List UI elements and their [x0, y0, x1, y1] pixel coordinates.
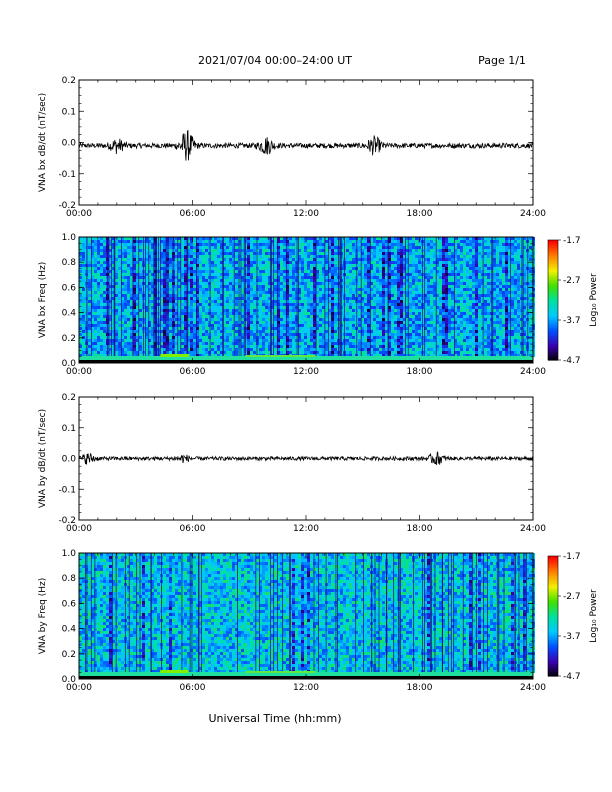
x-tick-label: 24:00 [520, 683, 546, 693]
x-tick-label: 12:00 [293, 683, 319, 693]
panel-3: 00:00 06:00 12:00 18:00 24:00 0.2 0.1 0.0 -0.1 -0… [38, 393, 546, 534]
x-tick-label: 00:00 [66, 524, 92, 534]
x-tick-label: 06:00 [180, 367, 206, 377]
x-axis-label: Universal Time (hh:mm) [209, 712, 342, 725]
plot-frame [78, 79, 534, 206]
y-tick-label: 0.2 [62, 334, 76, 344]
plot-area [79, 80, 533, 205]
y-axis-label: VNA bx Freq (Hz) [38, 262, 48, 338]
y-tick-label: 0.2 [62, 393, 76, 403]
x-tick-label: 12:00 [293, 524, 319, 534]
x-tick-label: 18:00 [407, 524, 433, 534]
y-tick-label: 0.4 [62, 309, 77, 319]
colorbar-tick-label: -1.7 [563, 236, 581, 246]
x-tick-label: 06:00 [180, 524, 206, 534]
page-number: Page 1/1 [478, 54, 526, 67]
y-tick-label: 0.1 [62, 107, 76, 117]
spectrogram-cells [79, 553, 535, 679]
colorbar: -1.7 -2.7 -3.7 -4.7 Log₁₀ Power [547, 552, 599, 682]
x-tick-label: 24:00 [520, 209, 546, 219]
x-tick-label: 24:00 [520, 367, 546, 377]
y-tick-label: -0.2 [58, 516, 76, 526]
x-tick-label: 24:00 [520, 524, 546, 534]
colorbar-tick-label: -4.7 [563, 356, 581, 366]
y-tick-label: 0.0 [62, 455, 77, 465]
y-tick-label: 0.0 [62, 675, 77, 685]
x-tick-label: 12:00 [293, 367, 319, 377]
colorbar-tick-label: -2.7 [563, 592, 581, 602]
time-series [78, 451, 534, 465]
y-tick-label: 0.6 [62, 599, 77, 609]
panel-2: -1.7 -2.7 -3.7 -4.7 Log₁₀ Power 00:00 06:00 12:… [38, 233, 599, 377]
colorbar: -1.7 -2.7 -3.7 -4.7 Log₁₀ Power [547, 236, 599, 366]
x-tick-label: 12:00 [293, 209, 319, 219]
y-tick-label: 0.8 [62, 258, 77, 268]
data-trace [78, 130, 534, 161]
y-tick-label: 0.6 [62, 283, 77, 293]
x-tick-label: 06:00 [180, 683, 206, 693]
y-tick-label: 0.1 [62, 424, 76, 434]
y-tick-label: -0.1 [58, 485, 76, 495]
y-tick-label: 1.0 [62, 549, 77, 559]
colorbar-tick-label: -3.7 [563, 316, 581, 326]
spectrogram-cells [79, 237, 535, 363]
time-series [78, 130, 534, 161]
x-tick-label: 00:00 [66, 683, 92, 693]
x-tick-label: 00:00 [66, 209, 92, 219]
y-tick-label: -0.2 [58, 201, 76, 211]
y-tick-label: 0.8 [62, 574, 77, 584]
x-tick-label: 18:00 [407, 367, 433, 377]
y-tick-label: 0.0 [62, 359, 77, 369]
y-axis-label: VNA by Freq (Hz) [38, 578, 48, 654]
colorbar-label: Log₁₀ Power [589, 273, 599, 327]
y-tick-label: 0.0 [62, 139, 77, 149]
y-tick-label: 0.4 [62, 625, 77, 635]
x-tick-label: 18:00 [407, 209, 433, 219]
x-tick-label: 00:00 [66, 367, 92, 377]
colorbar-label: Log₁₀ Power [589, 589, 599, 643]
colorbar-tick-label: -4.7 [563, 672, 581, 682]
figure-title: 2021/07/04 00:00–24:00 UT [198, 54, 352, 67]
y-tick-label: 0.2 [62, 76, 76, 86]
y-tick-label: -0.1 [58, 170, 76, 180]
y-axis-label: VNA by dB/dt (nT/sec) [38, 409, 48, 508]
data-trace [78, 451, 534, 465]
colorbar-tick-label: -2.7 [563, 276, 581, 286]
y-tick-label: 1.0 [62, 233, 77, 243]
colorbar-tick-label: -3.7 [563, 632, 581, 642]
y-axis-label: VNA bx dB/dt (nT/sec) [38, 93, 48, 192]
colorbar-tick-label: -1.7 [563, 552, 581, 562]
panel-4: -1.7 -2.7 -3.7 -4.7 Log₁₀ Power 00:00 06:00 12:… [38, 549, 599, 693]
x-tick-label: 18:00 [407, 683, 433, 693]
y-tick-label: 0.2 [62, 650, 76, 660]
panel-1: 00:00 06:00 12:00 18:00 24:00 0.2 0.1 0.0 -0.1 -0… [38, 76, 546, 219]
x-tick-label: 06:00 [180, 209, 206, 219]
panels: 00:00 06:00 12:00 18:00 24:00 0.2 0.1 0.0 -0.1 -0… [38, 76, 599, 693]
